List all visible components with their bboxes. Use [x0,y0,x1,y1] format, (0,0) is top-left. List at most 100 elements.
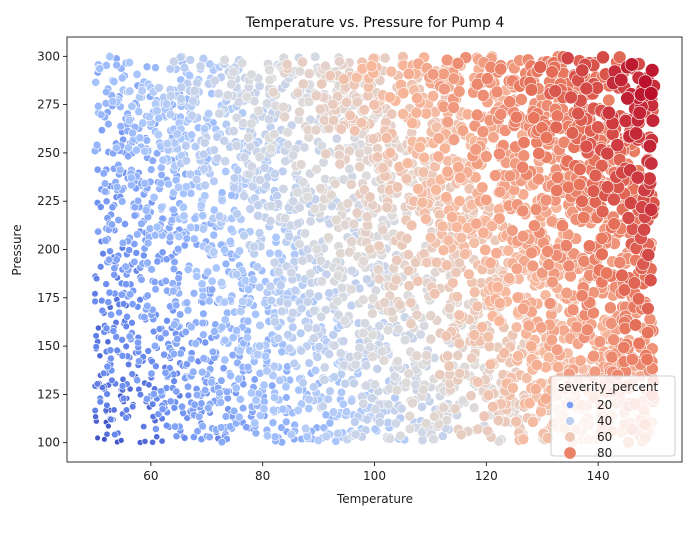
data-point [198,211,208,221]
data-point [358,294,369,305]
data-point [268,418,278,428]
data-point [510,415,522,428]
data-point [117,437,125,444]
data-point [91,77,101,87]
data-point [172,432,181,441]
data-point [385,65,398,78]
data-point [128,128,137,138]
data-point [492,415,504,427]
data-point [200,180,210,191]
data-point [266,295,277,306]
data-point [607,192,621,207]
data-point [349,378,359,389]
data-point [367,133,379,145]
data-point [358,104,370,116]
data-point [236,306,246,316]
data-point [332,270,344,281]
data-point [186,222,196,232]
data-point [641,326,655,340]
data-point [288,322,298,332]
data-point [122,414,130,422]
data-point [103,390,111,398]
data-point [107,310,116,319]
data-point [156,178,166,188]
data-point [109,327,118,335]
data-point [421,418,432,429]
data-point [216,398,225,407]
data-point [617,340,631,355]
data-point [134,357,144,366]
data-point [190,400,199,409]
data-point [92,274,101,283]
data-point [301,423,311,434]
data-point [103,401,111,409]
data-point [166,91,176,101]
data-point [399,334,411,346]
data-point [264,74,275,86]
data-point [254,152,265,163]
data-point [143,258,152,268]
data-point [267,86,279,98]
data-point [255,341,265,351]
data-point [395,430,406,441]
data-point [133,230,142,239]
data-point [229,406,239,416]
data-point [367,393,377,403]
data-point [312,352,323,362]
data-point [282,139,293,150]
data-point [261,98,273,109]
data-point [451,221,463,233]
data-point [367,351,378,362]
data-point [372,264,384,275]
data-point [515,93,528,106]
data-point [411,309,423,321]
data-point [214,108,225,119]
data-point [390,274,402,286]
data-point [451,291,463,303]
data-point [294,238,305,250]
data-point [605,350,619,364]
data-point [184,391,193,400]
data-point [302,432,312,442]
data-point [104,338,112,346]
data-point [601,105,616,120]
data-point [404,423,416,435]
data-point [121,262,130,271]
data-point [173,182,184,192]
data-point [119,300,128,308]
data-point [99,169,108,178]
data-point [428,433,439,445]
data-point [151,425,160,433]
data-point [170,257,179,267]
data-point [424,231,437,244]
data-point [493,212,506,225]
data-point [198,422,207,431]
data-point [165,109,176,120]
data-point [332,296,343,307]
data-point [244,285,254,295]
data-point [400,173,413,185]
data-point [551,343,564,356]
chart-title: Temperature vs. Pressure for Pump 4 [245,15,505,31]
data-point [532,172,545,186]
data-point [98,306,107,315]
data-point [643,312,657,326]
data-point [574,354,587,367]
data-point [107,415,115,423]
data-point [510,262,524,275]
data-point [137,275,146,284]
data-point [142,395,151,403]
data-point [338,174,349,185]
legend-marker [564,431,576,443]
data-point [465,390,477,402]
data-point [302,191,313,203]
data-point [629,126,644,141]
data-point [171,422,180,431]
data-point [222,90,233,101]
data-point [324,349,335,360]
data-point [340,378,351,389]
data-point [191,174,202,185]
data-point [579,81,594,96]
data-point [586,184,601,198]
data-point [610,138,625,153]
